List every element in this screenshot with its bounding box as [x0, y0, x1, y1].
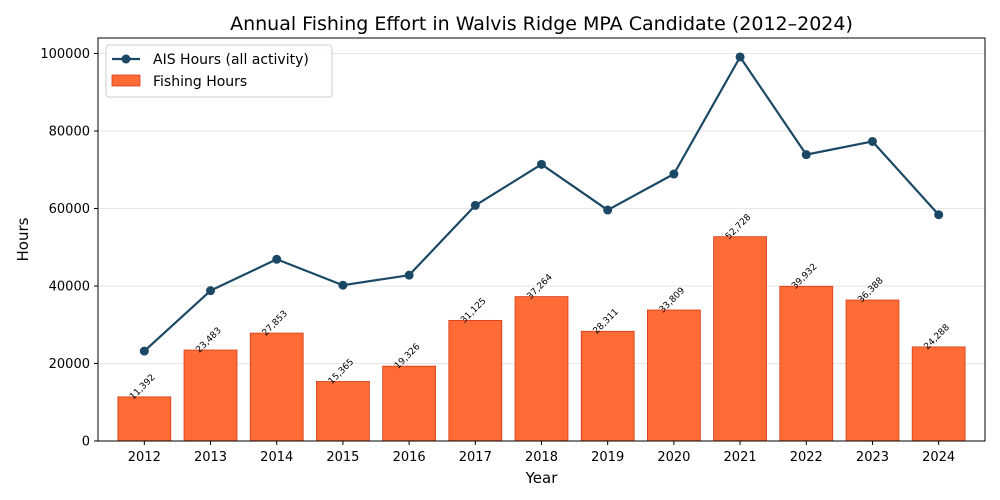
x-tick-label: 2024	[922, 450, 955, 465]
y-tick-label: 80000	[49, 125, 90, 140]
chart-title: Annual Fishing Effort in Walvis Ridge MP…	[230, 13, 853, 35]
fishing-hours-bar	[514, 296, 569, 442]
ais-hours-point	[404, 270, 414, 280]
ais-hours-point	[867, 136, 877, 146]
y-axis-ticks: 0 20000 40000 60000 80000 100000	[40, 47, 98, 450]
bar-layer	[117, 236, 966, 442]
fishing-hours-bar	[382, 365, 436, 442]
ais-hours-point	[338, 280, 348, 290]
fishing-hours-bar	[448, 319, 503, 442]
ais-hours-point	[272, 254, 282, 264]
fishing-hours-bar	[647, 309, 701, 442]
x-tick-label: 2022	[790, 450, 823, 465]
ais-hours-point	[934, 210, 944, 220]
legend-entry-fishing-hours: Fishing Hours	[153, 74, 247, 90]
ais-hours-point	[603, 205, 613, 215]
x-tick-label: 2014	[260, 450, 293, 465]
fishing-hours-bar	[580, 330, 635, 442]
y-tick-label: 20000	[49, 357, 90, 372]
x-tick-label: 2019	[591, 450, 624, 465]
x-axis-ticks: 2012 2013 2014 2015 2016 2017 2018 2019 2020 2021…	[128, 441, 955, 465]
legend: AIS Hours (all activity) Fishing Hours	[105, 44, 333, 98]
x-tick-label: 2015	[326, 450, 359, 465]
legend-line-marker	[121, 54, 131, 64]
ais-hours-point	[139, 346, 149, 356]
legend-entry-ais-hours: AIS Hours (all activity)	[153, 52, 309, 68]
ais-hours-point	[537, 159, 546, 169]
fishing-hours-bar	[316, 381, 370, 442]
line-layer	[139, 52, 944, 356]
fishing-hours-bar	[845, 299, 900, 442]
fishing-hours-bar	[183, 349, 238, 442]
x-tick-label: 2020	[657, 450, 690, 465]
legend-bar-swatch	[111, 74, 141, 87]
x-tick-label: 2017	[459, 450, 492, 465]
x-tick-label: 2012	[128, 450, 161, 465]
ais-hours-point	[470, 200, 480, 210]
y-tick-label: 100000	[40, 47, 90, 62]
x-tick-label: 2023	[856, 450, 889, 465]
fishing-hours-bar	[117, 396, 172, 442]
x-tick-label: 2013	[194, 450, 227, 465]
x-tick-label: 2016	[393, 450, 426, 465]
fishing-hours-bar	[779, 285, 834, 442]
ais-hours-point	[669, 169, 679, 179]
fishing-hours-bar	[911, 346, 966, 442]
y-tick-label: 40000	[49, 280, 90, 295]
fishing-hours-bar	[713, 236, 767, 442]
x-tick-label: 2018	[525, 450, 558, 465]
x-axis-title: Year	[525, 469, 559, 487]
y-tick-label: 0	[82, 435, 90, 450]
fishing-hours-bar	[249, 332, 304, 442]
ais-hours-point	[735, 52, 745, 62]
ais-hours-point	[801, 150, 811, 160]
x-tick-label: 2021	[724, 450, 757, 465]
y-tick-label: 60000	[49, 202, 90, 217]
y-axis-title: Hours	[14, 217, 32, 261]
legend-box	[105, 44, 333, 98]
ais-hours-point	[206, 286, 216, 296]
